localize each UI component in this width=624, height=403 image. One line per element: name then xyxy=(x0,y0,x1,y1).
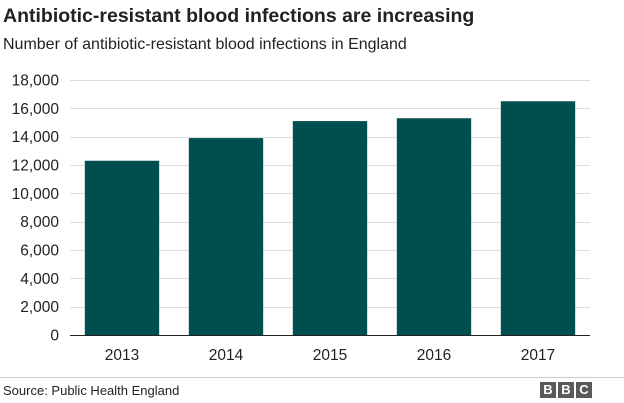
bars xyxy=(84,101,576,335)
chart-subtitle: Number of antibiotic-resistant blood inf… xyxy=(3,36,407,53)
y-tick-label: 0 xyxy=(50,328,59,345)
x-tick-label: 2015 xyxy=(313,347,347,364)
footer-divider xyxy=(0,377,624,378)
bbc-logo-letter-b2: B xyxy=(558,382,574,398)
y-tick-label: 6,000 xyxy=(20,243,59,260)
bar-2015 xyxy=(292,121,368,335)
bbc-logo: B B C xyxy=(540,382,592,398)
bar-2014 xyxy=(188,138,264,335)
bar-2016 xyxy=(396,118,472,335)
y-tick-label: 18,000 xyxy=(12,73,60,90)
y-tick-label: 4,000 xyxy=(20,271,59,288)
x-tick-label: 2013 xyxy=(105,347,139,364)
y-tick-label: 8,000 xyxy=(20,214,59,231)
y-tick-label: 10,000 xyxy=(12,186,60,203)
x-tick-label: 2014 xyxy=(209,347,244,364)
source-note: Source: Public Health England xyxy=(3,383,180,398)
y-tick-label: 12,000 xyxy=(12,158,60,175)
bar-2013 xyxy=(84,160,160,335)
x-tick-label: 2017 xyxy=(521,347,555,364)
bbc-logo-letter-c: C xyxy=(576,382,592,398)
tick-labels: 0 2,000 4,000 6,000 8,000 10,000 12,000 14,000 1… xyxy=(12,73,556,365)
bar-chart: 0 2,000 4,000 6,000 8,000 10,000 12,000 14,000 1… xyxy=(12,73,590,365)
y-tick-label: 16,000 xyxy=(12,101,60,118)
y-tick-label: 2,000 xyxy=(20,299,59,316)
y-tick-label: 14,000 xyxy=(12,129,60,146)
chart-title: Antibiotic-resistant blood infections ar… xyxy=(3,5,475,27)
x-tick-label: 2016 xyxy=(417,347,451,364)
bar-2017 xyxy=(500,101,576,335)
bbc-logo-letter-b1: B xyxy=(540,382,556,398)
